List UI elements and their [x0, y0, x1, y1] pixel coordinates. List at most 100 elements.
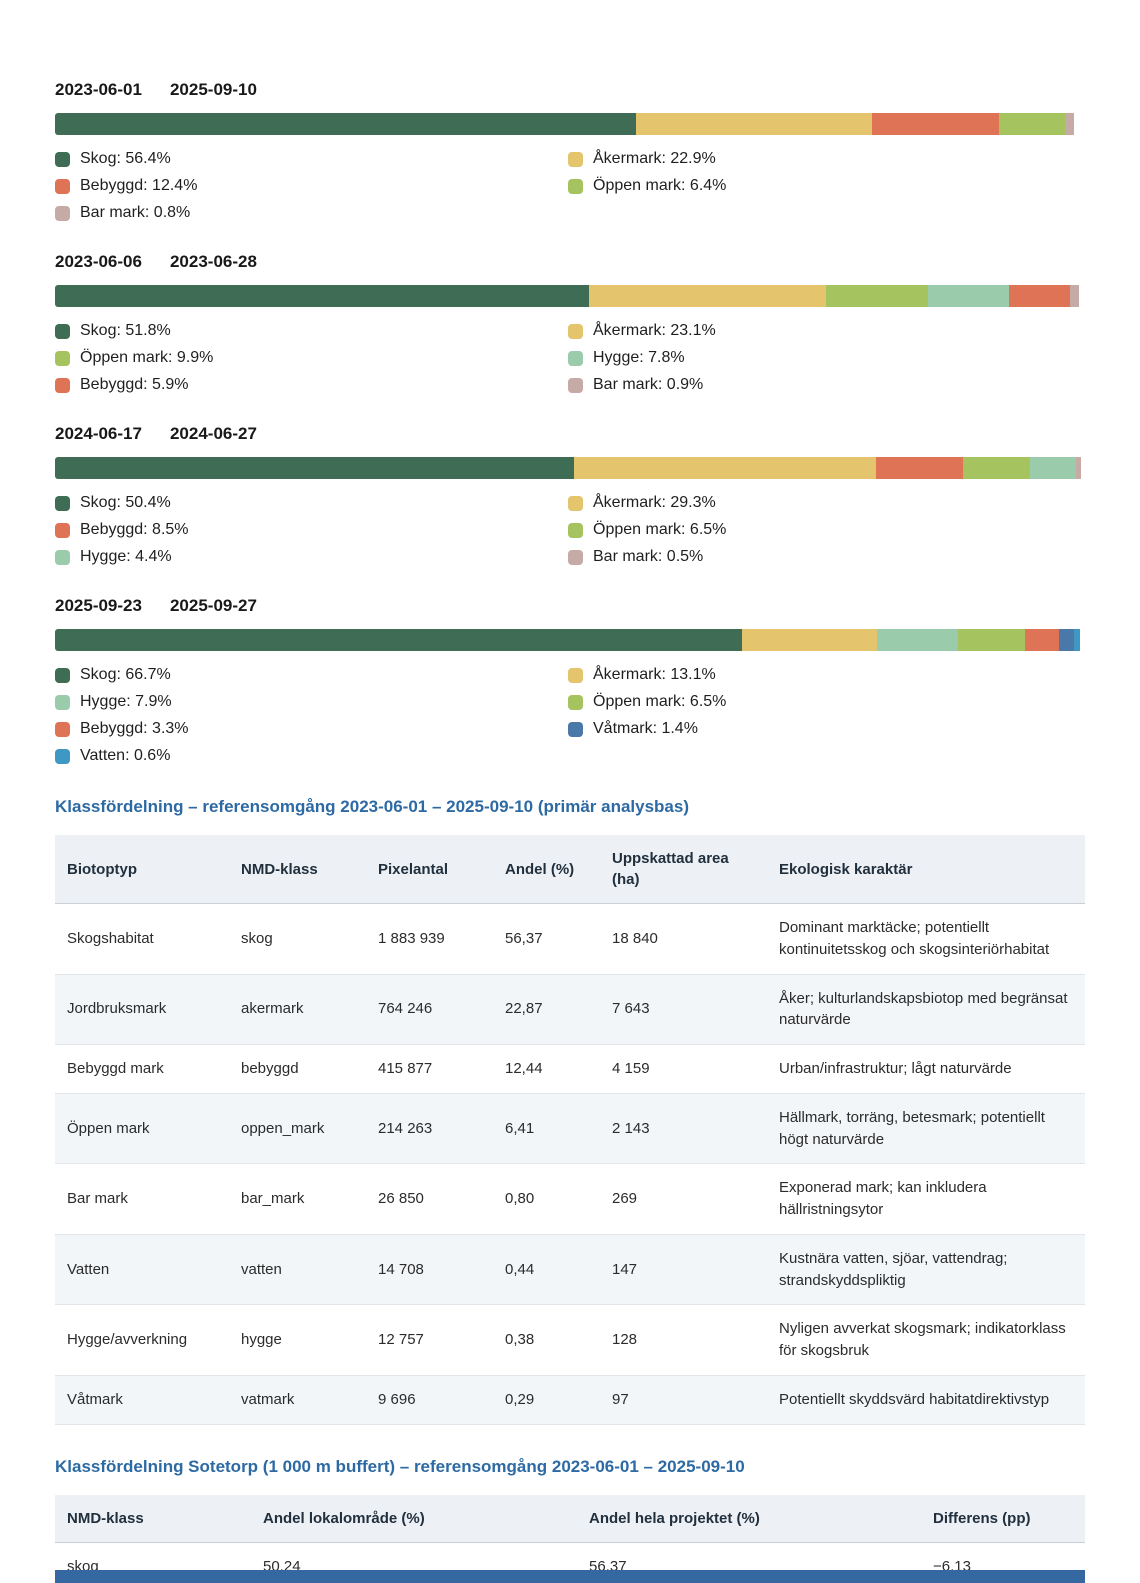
color-swatch-icon	[55, 522, 70, 538]
legend-item-oppen_mark: Öppen mark: 6.5%	[568, 693, 726, 711]
legend-label: Bebyggd: 12.4%	[80, 177, 198, 194]
table-cell: 147	[600, 1234, 767, 1306]
legend-column-right: Åkermark: 29.3% Öppen mark: 6.5% Bar mark:…	[568, 494, 726, 566]
bar-segment-vatmark	[1059, 629, 1074, 651]
legend-item-bebyggd: Bebyggd: 12.4%	[55, 177, 568, 195]
bar-segment-bar_mark	[1069, 285, 1079, 307]
color-swatch-icon	[568, 522, 583, 538]
legend-label: Åkermark: 13.1%	[593, 666, 716, 683]
table-cell: 2 143	[600, 1093, 767, 1165]
color-swatch-icon	[568, 323, 583, 339]
table-row: Hygge/avverkning hygge 12 757 0,38 128 Nylige…	[55, 1304, 1085, 1376]
column-header: Pixelantal	[366, 835, 493, 904]
table-cell: Skogshabitat	[55, 903, 229, 975]
table-cell: 18 840	[600, 903, 767, 975]
legend-label: Bar mark: 0.9%	[593, 376, 704, 393]
legend-item-vatmark: Våtmark: 1.4%	[568, 720, 726, 738]
table-row: Bebyggd mark bebyggd 415 877 12,44 4 159 Urba…	[55, 1044, 1085, 1094]
date-range-section: 2025-09-23 2025-09-27 Skog: 66.7% Hygge: …	[55, 596, 1085, 765]
start-date: 2024-06-17	[55, 424, 142, 443]
legend-column-left: Skog: 56.4% Bebyggd: 12.4% Bar mark: 0.8%	[55, 150, 568, 222]
bar-segment-bar_mark	[1075, 457, 1081, 479]
bar-segment-skog	[55, 113, 636, 135]
table-cell: 4 159	[600, 1044, 767, 1094]
legend-item-skog: Skog: 51.8%	[55, 322, 568, 340]
bar-segment-bar_mark	[1065, 113, 1074, 135]
end-date: 2025-09-27	[169, 596, 257, 615]
table-cell: Urban/infrastruktur; lågt naturvärde	[767, 1044, 1085, 1094]
color-swatch-icon	[568, 377, 583, 393]
legend-label: Skog: 51.8%	[80, 322, 171, 339]
legend-column-left: Skog: 50.4% Bebyggd: 8.5% Hygge: 4.4%	[55, 494, 568, 566]
legend-label: Bebyggd: 5.9%	[80, 376, 189, 393]
legend-item-vatten: Vatten: 0.6%	[55, 747, 568, 765]
table-cell: 6,41	[493, 1093, 600, 1165]
stacked-bar	[55, 113, 1085, 135]
bar-segment-akermark	[742, 629, 877, 651]
legend-label: Åkermark: 22.9%	[593, 150, 716, 167]
legend-item-akermark: Åkermark: 29.3%	[568, 494, 726, 512]
date-range-title: 2023-06-01 2025-09-10	[55, 80, 1085, 100]
table-cell: Bar mark	[55, 1163, 229, 1235]
table-cell: Vatten	[55, 1234, 229, 1306]
legend-item-skog: Skog: 56.4%	[55, 150, 568, 168]
table-cell: Dominant marktäcke; potentiellt kontinui…	[767, 903, 1085, 975]
legend-item-akermark: Åkermark: 22.9%	[568, 150, 726, 168]
table-cell: Potentiellt skyddsvärd habitatdirektivst…	[767, 1375, 1085, 1425]
end-date: 2023-06-28	[169, 252, 257, 271]
table-row: Skogshabitat skog 1 883 939 56,37 18 840 Domi…	[55, 903, 1085, 975]
table-cell: 214 263	[366, 1093, 493, 1165]
color-swatch-icon	[568, 350, 583, 366]
color-swatch-icon	[568, 694, 583, 710]
bar-segment-bebyggd	[1008, 285, 1070, 307]
table-cell: akermark	[229, 974, 366, 1045]
bar-segment-vatten	[1073, 629, 1080, 651]
start-date: 2023-06-06	[55, 252, 142, 271]
bar-segment-bebyggd	[871, 113, 1000, 135]
legend-item-hygge: Hygge: 7.9%	[55, 693, 568, 711]
legend-label: Skog: 56.4%	[80, 150, 171, 167]
legend-item-bebyggd: Bebyggd: 8.5%	[55, 521, 568, 539]
legend-label: Öppen mark: 9.9%	[80, 349, 214, 366]
table-cell: bar_mark	[229, 1163, 366, 1235]
color-swatch-icon	[55, 667, 70, 683]
legend-label: Hygge: 4.4%	[80, 548, 172, 565]
legend-label: Öppen mark: 6.5%	[593, 521, 727, 538]
color-swatch-icon	[568, 178, 583, 194]
legend-label: Öppen mark: 6.4%	[593, 177, 727, 194]
class-distribution-table: Biotoptyp NMD-klass Pixelantal Andel (%) Upp…	[55, 835, 1085, 1425]
legend-item-skog: Skog: 66.7%	[55, 666, 568, 684]
table-cell: Jordbruksmark	[55, 974, 229, 1045]
column-header: Biotoptyp	[55, 835, 229, 904]
table-cell: Bebyggd mark	[55, 1044, 229, 1094]
table-cell: 7 643	[600, 974, 767, 1045]
table-cell: 26 850	[366, 1163, 493, 1235]
table-row: Jordbruksmark akermark 764 246 22,87 7 643 Åk…	[55, 974, 1085, 1045]
table-cell: 0,80	[493, 1163, 600, 1235]
bar-segment-oppen_mark	[958, 629, 1026, 651]
legend-label: Hygge: 7.9%	[80, 693, 172, 710]
table2-heading: Klassfördelning Sotetorp (1 000 m buffer…	[55, 1456, 745, 1476]
table-cell: vatmark	[229, 1375, 366, 1425]
color-swatch-icon	[55, 549, 70, 565]
legend-item-bar_mark: Bar mark: 0.8%	[55, 204, 568, 222]
table-cell: 97	[600, 1375, 767, 1425]
bar-segment-hygge	[1030, 457, 1076, 479]
bar-segment-akermark	[588, 285, 827, 307]
bar-segment-bebyggd	[1025, 629, 1060, 651]
legend-column-right: Åkermark: 22.9% Öppen mark: 6.4%	[568, 150, 726, 222]
table-cell: 12 757	[366, 1304, 493, 1376]
legend-column-left: Skog: 66.7% Hygge: 7.9% Bebyggd: 3.3% Vatte…	[55, 666, 568, 765]
color-swatch-icon	[55, 721, 70, 737]
color-swatch-icon	[568, 667, 583, 683]
legend-item-oppen_mark: Öppen mark: 6.4%	[568, 177, 726, 195]
color-swatch-icon	[55, 495, 70, 511]
legend-label: Åkermark: 29.3%	[593, 494, 716, 511]
stacked-bar	[55, 457, 1085, 479]
column-header: Uppskattad area (ha)	[600, 835, 767, 904]
legend-label: Vatten: 0.6%	[80, 747, 171, 764]
table-cell: 1 883 939	[366, 903, 493, 975]
legend-column-right: Åkermark: 13.1% Öppen mark: 6.5% Våtmark: …	[568, 666, 726, 765]
color-swatch-icon	[55, 205, 70, 221]
table-cell: 12,44	[493, 1044, 600, 1094]
